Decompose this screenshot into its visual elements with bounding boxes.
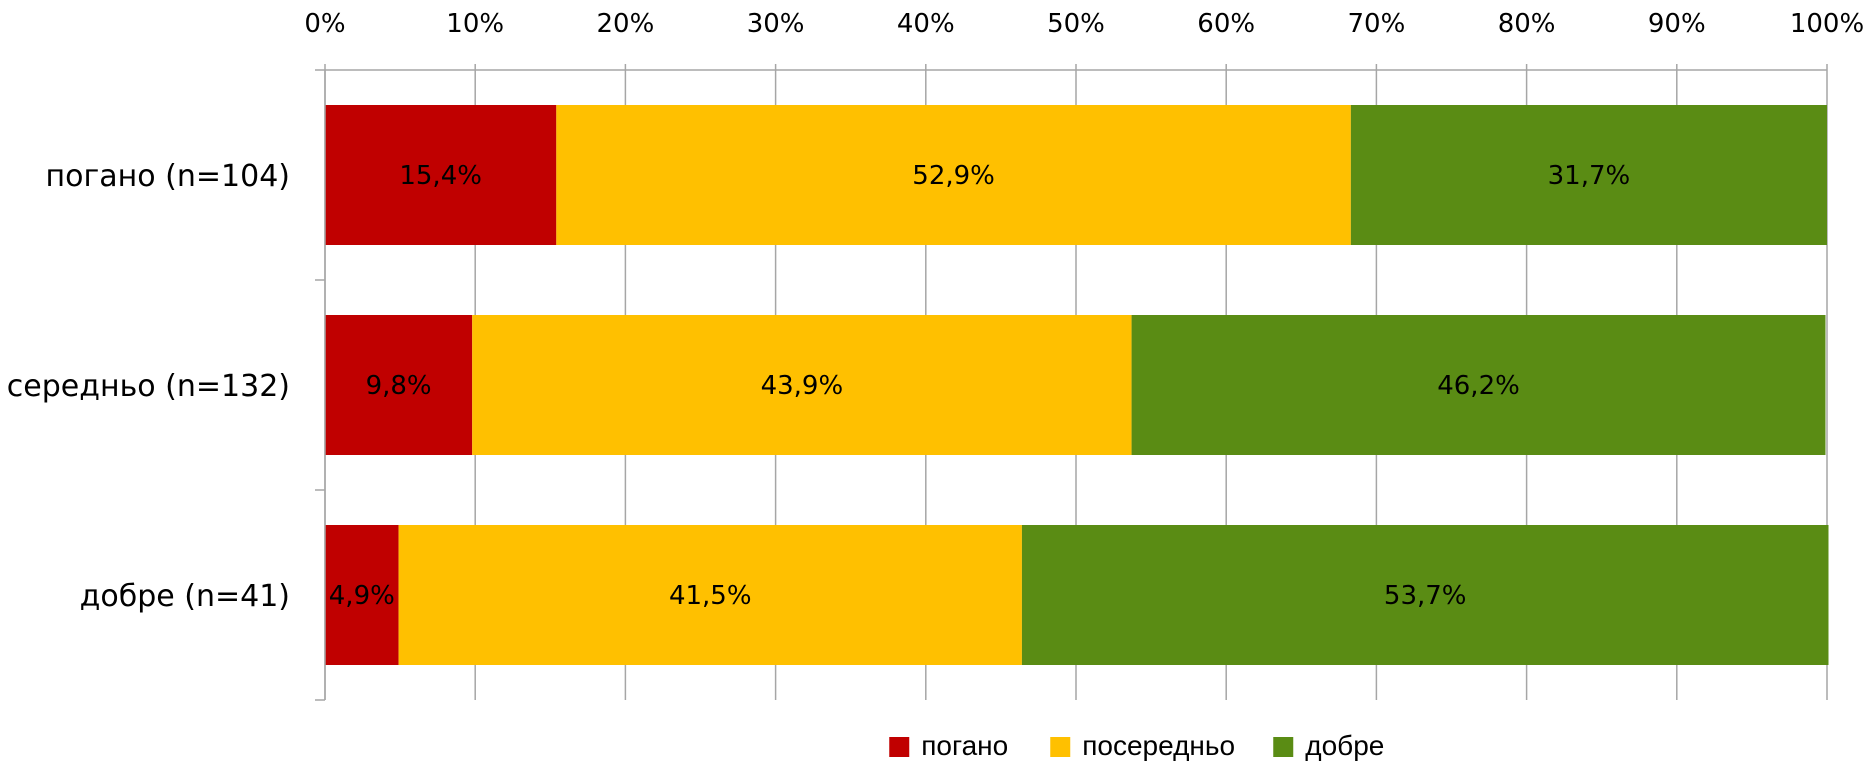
x-tick-label-0: 0%: [304, 9, 345, 39]
bar-посередньо-2: [398, 525, 1022, 665]
bar-погано-0: [325, 105, 557, 245]
axes: [315, 64, 1828, 701]
legend: погано посередньо добре: [889, 730, 1384, 761]
bar-добре-2: [1021, 525, 1829, 665]
bar-добре-0: [1350, 105, 1827, 245]
x-tick-label-4: 40%: [897, 9, 955, 39]
x-tick-label-5: 50%: [1047, 9, 1105, 39]
x-tick-label-8: 80%: [1498, 9, 1556, 39]
x-tick-label-3: 30%: [747, 9, 805, 39]
x-tick-label-7: 70%: [1348, 9, 1406, 39]
data-label-2-1: 46,2%: [1437, 371, 1520, 401]
category-label-0: погано (n=104): [46, 159, 290, 194]
data-label-2-0: 31,7%: [1548, 161, 1631, 191]
data-label-1-2: 41,5%: [669, 581, 752, 611]
category-label-2: добре (n=41): [80, 579, 290, 614]
legend-swatch-2: [1273, 737, 1294, 757]
x-tick-label-1: 10%: [446, 9, 504, 39]
legend-label-1: посередньо: [1082, 730, 1235, 761]
data-label-0-2: 4,9%: [329, 581, 395, 611]
data-label-2-2: 53,7%: [1384, 581, 1467, 611]
x-tick-label-9: 90%: [1648, 9, 1706, 39]
x-tick-label-2: 20%: [597, 9, 655, 39]
bar-посередньо-1: [472, 315, 1132, 455]
data-label-0-0: 15,4%: [399, 161, 482, 191]
data-label-0-1: 9,8%: [366, 371, 432, 401]
x-tick-label-10: 100%: [1790, 9, 1864, 39]
bars: [325, 105, 1829, 665]
bar-погано-2: [325, 525, 399, 665]
data-label-1-0: 52,9%: [912, 161, 995, 191]
legend-swatch-0: [889, 737, 910, 757]
bar-добре-1: [1131, 315, 1826, 455]
x-tick-label-6: 60%: [1197, 9, 1255, 39]
legend-swatch-1: [1050, 737, 1071, 757]
data-label-1-1: 43,9%: [761, 371, 844, 401]
bar-погано-1: [325, 315, 473, 455]
legend-label-2: добре: [1305, 730, 1384, 761]
legend-label-0: погано: [921, 730, 1008, 761]
labels: 0% 10% 20% 30% 40% 50% 60% 70% 80% 90% 100% 15,4% 52…: [7, 9, 1864, 614]
bar-посередньо-0: [556, 105, 1351, 245]
category-label-1: середньо (n=132): [7, 369, 290, 404]
